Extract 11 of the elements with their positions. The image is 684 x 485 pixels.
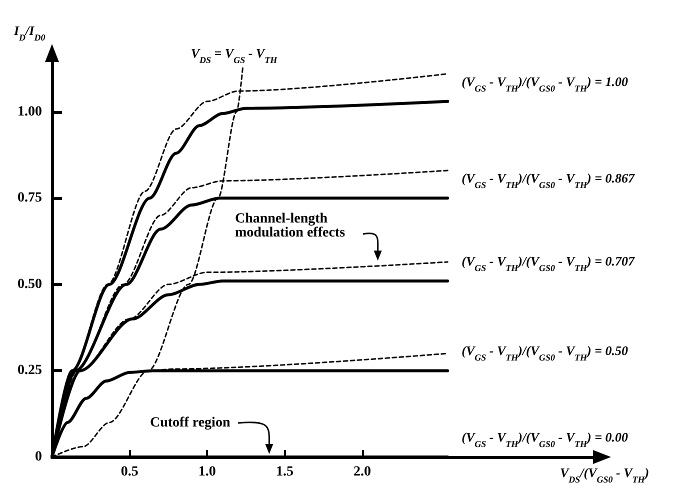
x-tick-label: 1.0 [198, 464, 216, 480]
x-tick-label: 1.5 [276, 464, 294, 480]
annotation: Cutoff region [150, 416, 230, 430]
y-tick-label: 0.50 [18, 276, 42, 292]
y-tick-label: 0.75 [18, 190, 42, 206]
annotation: Channel-length modulation effects [235, 212, 346, 240]
y-tick-label: 1.00 [18, 104, 42, 120]
x-tick-label: 0.5 [120, 464, 138, 480]
x-tick-label: 2.0 [354, 464, 372, 480]
y-tick-label: 0 [35, 450, 42, 464]
y-tick-label: 0.25 [18, 363, 42, 378]
